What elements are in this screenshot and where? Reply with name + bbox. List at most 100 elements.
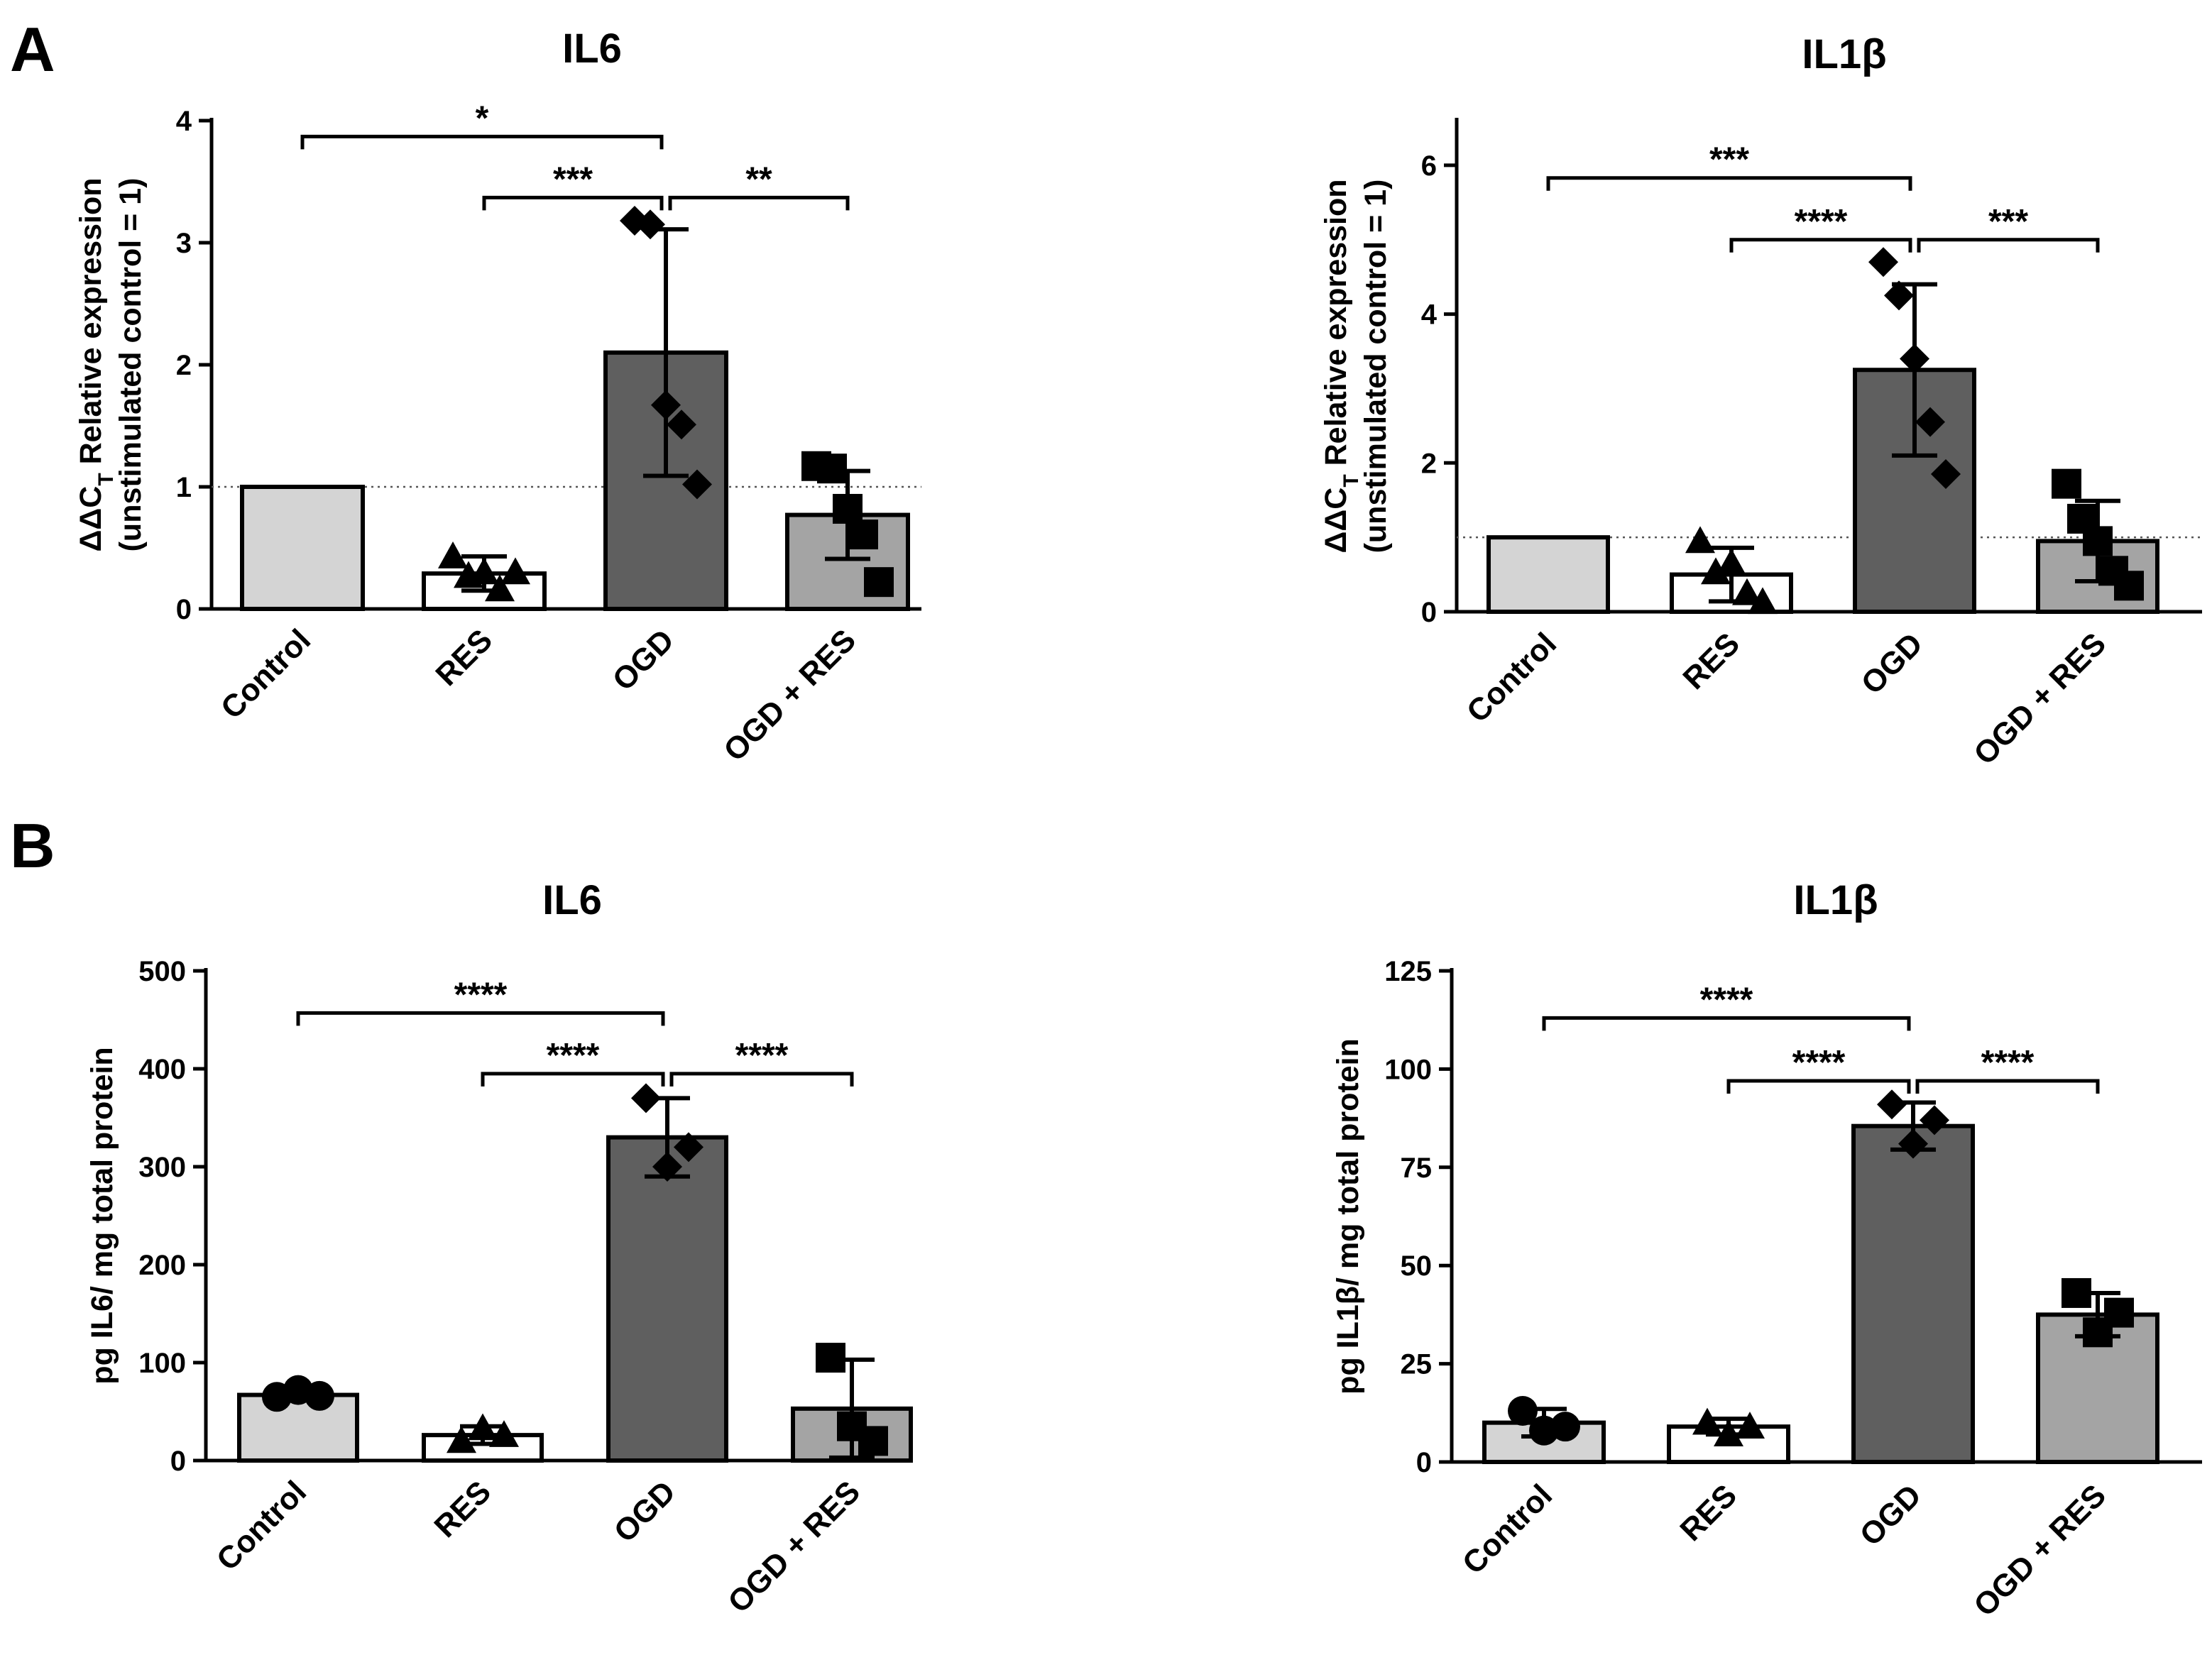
category-label: OGD [1855,626,1930,701]
category-label: OGD + RES [1967,626,2113,771]
significance-bracket [1726,1079,1911,1094]
y-tick-label: 0 [176,594,192,625]
data-point [817,453,847,484]
chart-a-il1b: IL1β ΔΔCT Relative expression (unstimulate… [1319,31,2202,771]
significance-label: **** [735,1037,789,1074]
category-label: Control [1456,1478,1559,1580]
chart-b-il6: IL6 pg IL6/ mg total protein 0 100 200 300 400… [85,877,913,1620]
y-tick-label: 50 [1401,1250,1433,1282]
y-tick-label: 25 [1401,1349,1433,1380]
chart-title: IL1β [1793,877,1878,923]
y-tick-label: 3 [176,228,192,259]
data-point [1920,1105,1949,1136]
data-point [1701,557,1731,585]
significance-label: ** [745,160,772,198]
significance-label: *** [1709,141,1749,179]
data-point [1732,578,1762,605]
category-label: OGD + RES [721,1474,867,1620]
data-point [1884,280,1914,311]
significance-bracket [296,1011,665,1026]
data-point [489,1420,519,1447]
y-tick-label: 125 [1384,956,1432,987]
data-point [635,209,665,240]
y-axis-label-line2: (unstimulated control = 1) [114,178,148,552]
significance-label: *** [553,160,593,198]
y-tick-label: 4 [176,106,192,137]
significance-bracket [481,1072,665,1087]
significance-bracket [1915,1079,2100,1094]
data-point [864,567,894,598]
y-axis-label-line2: (unstimulated control = 1) [1359,180,1393,554]
data-point [447,1426,476,1453]
data-point [1685,526,1715,554]
category-label: RES [429,622,499,693]
data-point [858,1426,888,1456]
data-point [485,574,515,602]
category-label: OGD + RES [717,622,863,768]
data-point [667,409,696,440]
category-label: Control [1460,626,1563,729]
data-point [1931,459,1961,490]
category-label: RES [427,1474,498,1544]
data-point [682,469,712,500]
data-point [2104,1297,2134,1328]
y-tick-label: 0 [1416,1447,1432,1478]
category-label: Control [210,1474,313,1577]
chart-title: IL6 [542,877,602,923]
data-point [1735,1412,1765,1439]
category-label: Control [214,622,317,725]
significance-label: **** [1981,1044,2035,1082]
data-point [500,557,530,585]
category-label: OGD [606,622,681,698]
y-tick-label: 6 [1421,150,1437,182]
category-label: RES [1676,626,1746,696]
data-point [848,519,878,550]
category-label: OGD [1854,1478,1929,1553]
significance-bracket [1729,238,1912,253]
bar-control [1486,535,1610,614]
significance-label: * [476,99,489,137]
category-label: OGD + RES [1967,1478,2113,1623]
significance-bracket [1546,176,1912,191]
data-point [305,1380,334,1411]
significance-bracket [300,134,664,150]
y-axis-label: ΔΔCT Relative expression [1319,179,1363,553]
chart-title: IL1β [1802,31,1886,77]
category-label: RES [1673,1478,1743,1548]
y-tick-label: 0 [1421,597,1437,628]
data-point [674,1132,703,1162]
chart-a-il6: IL6 ΔΔCT Relative expression (unstimulated… [74,26,921,768]
panel-letter-a: A [10,14,55,84]
y-axis-label: pg IL6/ mg total protein [85,1047,119,1384]
data-point [2114,571,2144,601]
data-point [1692,1407,1722,1435]
y-tick-label: 400 [138,1054,186,1085]
y-tick-label: 1 [176,472,192,503]
y-tick-label: 300 [138,1152,186,1183]
significance-label: *** [1988,203,2028,241]
bar-control [237,1392,359,1463]
significance-bracket [482,195,664,211]
significance-label: **** [1700,981,1753,1018]
chart-b-il1b: IL1β pg IL1β/ mg total protein 0 25 50 75 100 1… [1331,877,2202,1623]
y-tick-label: 4 [1421,299,1438,331]
panel-letter-b: B [10,810,55,881]
y-tick-label: 100 [138,1348,186,1379]
bar-control [240,485,365,611]
y-tick-label: 2 [1421,448,1437,479]
significance-bracket [669,1072,854,1087]
significance-label: **** [454,976,508,1013]
y-tick-label: 200 [138,1250,186,1281]
category-label: OGD [608,1474,683,1549]
significance-label: **** [1792,1044,1846,1082]
data-point [1915,407,1945,437]
y-axis-label: pg IL1β/ mg total protein [1331,1038,1365,1395]
significance-label: **** [547,1037,600,1074]
bar-ogd [606,1135,728,1463]
y-tick-label: 500 [138,956,186,987]
significance-bracket [668,195,850,211]
y-tick-label: 100 [1384,1054,1432,1085]
y-tick-label: 2 [176,350,192,381]
data-point [1550,1412,1580,1442]
